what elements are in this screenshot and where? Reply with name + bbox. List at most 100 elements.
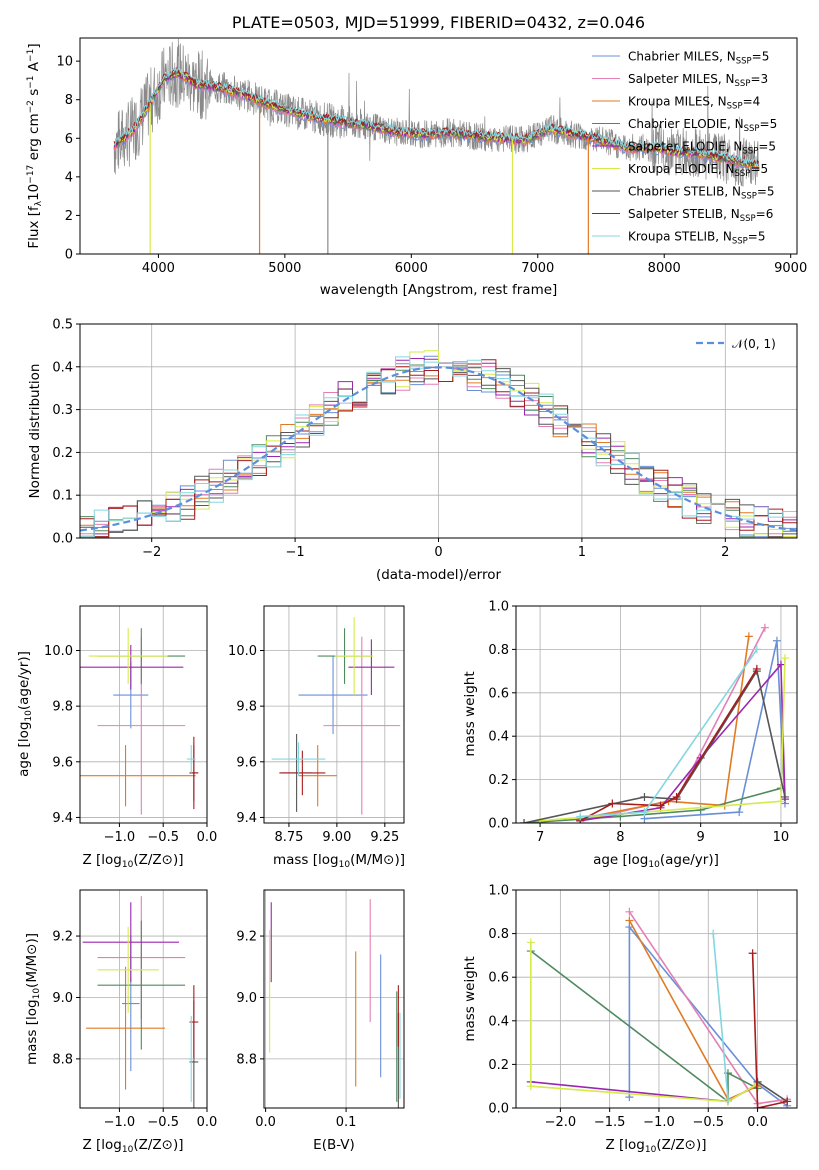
x-tick-label: 8 — [616, 830, 624, 845]
series-chabrier_elodie — [523, 787, 782, 823]
x-tick-label: −1.0 — [643, 1115, 675, 1130]
age_vs_mass-points — [271, 617, 401, 815]
y-tick-label: 0.6 — [488, 686, 509, 701]
y-tick-label: 4 — [65, 170, 73, 185]
x-axis-label: mass [log10(M/M⊙)] — [273, 852, 405, 870]
x-tick-label: −0.5 — [147, 1115, 179, 1130]
y-tick-label: 0.8 — [488, 643, 509, 658]
marker — [776, 797, 785, 806]
marker — [608, 799, 617, 808]
legend-entry: Kroupa STELIB, NSSP=5 — [628, 230, 766, 247]
y-tick-label: 9.4 — [52, 811, 73, 826]
y-axis-label: Normed distribution — [27, 364, 43, 499]
x-tick-label: 7 — [536, 830, 544, 845]
y-tick-label: 0.2 — [488, 1058, 509, 1073]
marker — [640, 808, 649, 817]
x-tick-label: −1.5 — [594, 1115, 626, 1130]
marker — [672, 792, 681, 801]
x-tick-label: 6000 — [395, 261, 428, 276]
y-tick-label: 0.1 — [52, 489, 73, 504]
series-chabrier_stelib — [523, 669, 786, 823]
y-tick-label: 0.0 — [488, 1102, 509, 1117]
x-axis-label: (data-model)/error — [376, 567, 502, 583]
mass_vs_Z-grid — [80, 890, 208, 1108]
x-tick-label: −1 — [286, 545, 305, 560]
legend-entry: Salpeter ELODIE, NSSP=5 — [628, 140, 776, 157]
x-tick-label: −1.0 — [104, 830, 136, 845]
legend-entry: Chabrier STELIB, NSSP=5 — [628, 185, 775, 202]
spectrum-series — [113, 38, 760, 254]
y-tick-label: 9.0 — [236, 991, 257, 1006]
y-tick-label: 10.0 — [228, 644, 257, 659]
series-chabrier_elodie — [530, 950, 758, 1104]
x-tick-label: −0.5 — [147, 830, 179, 845]
series-kroupa_miles — [628, 920, 758, 1101]
x-axis-label: Z [log10(Z/Z⊙)] — [82, 852, 183, 870]
mass_vs_ebv-axes: 0.0 0.1 8.8 9.0 9.2 — [236, 890, 404, 1130]
age_vs_mass-frame — [263, 605, 405, 824]
age_vs_Z-axes: −1.0 −0.5 0.0 9.4 9.6 9.8 10.0 — [44, 606, 217, 845]
x-tick-label: 0.0 — [255, 1115, 276, 1130]
x-tick-label: −2 — [142, 545, 161, 560]
legend-entry: Salpeter MILES, NSSP=3 — [628, 72, 768, 89]
legend-entry: Salpeter STELIB, NSSP=6 — [628, 207, 773, 224]
x-tick-label: 8000 — [648, 261, 681, 276]
spectrum-axes: 4000 5000 6000 7000 8000 9000 0 2 4 6 8 10 — [56, 55, 807, 276]
marker — [776, 660, 785, 669]
x-tick-label: −2.0 — [545, 1115, 577, 1130]
y-axis-label: mass weight — [462, 671, 478, 756]
marker — [576, 812, 585, 821]
y-tick-label: 0.4 — [52, 360, 73, 375]
histograms — [80, 350, 797, 538]
y-tick-label: 0.3 — [52, 403, 73, 418]
x-tick-label: 9.25 — [370, 830, 399, 845]
massweight_vs_age-grid — [516, 605, 797, 824]
marker — [735, 808, 744, 817]
y-tick-label: 0.0 — [488, 817, 509, 832]
y-tick-label: 9.2 — [52, 930, 73, 945]
chart-title: PLATE=0503, MJD=51999, FIBERID=0432, z=0… — [232, 13, 645, 32]
x-tick-label: 10 — [773, 830, 790, 845]
histogram-legend: 𝒩(0, 1) — [696, 337, 776, 351]
x-tick-label: 8.75 — [274, 830, 303, 845]
y-tick-label: 6 — [65, 132, 73, 147]
x-tick-label: 0.0 — [197, 830, 218, 845]
x-tick-label: 2 — [721, 545, 729, 560]
y-tick-label: 0.0 — [52, 532, 73, 547]
massweight_vs_age-series — [520, 623, 789, 823]
marker — [760, 623, 769, 632]
marker — [752, 645, 761, 654]
y-tick-label: 1.0 — [488, 884, 509, 899]
series-chabrier_stelib — [757, 1081, 788, 1103]
mass_vs_ebv-grid — [264, 890, 404, 1108]
y-tick-label: 0.4 — [488, 1014, 509, 1029]
x-tick-label: 0.0 — [747, 1115, 768, 1130]
series-kroupa_stelib — [580, 648, 758, 818]
y-tick-label: 10 — [56, 55, 73, 70]
mass_vs_Z-axes: −1.0 −0.5 0.0 8.8 9.0 9.2 — [52, 890, 217, 1130]
model-kroupa_stelib — [113, 66, 759, 166]
legend-entry: Chabrier ELODIE, NSSP=5 — [628, 117, 777, 134]
y-tick-label: 0 — [65, 248, 73, 263]
y-tick-label: 1.0 — [488, 600, 509, 615]
series-kroupa_miles — [580, 636, 750, 820]
legend-entry: Kroupa ELODIE, NSSP=5 — [628, 162, 768, 179]
marker — [783, 1097, 792, 1106]
x-axis-label: Z [log10(Z/Z⊙)] — [605, 1137, 706, 1155]
spectrum-legend: Chabrier MILES, NSSP=5 Salpeter MILES, NS… — [592, 50, 777, 247]
massweight_vs_Z-frame — [515, 889, 798, 1109]
marker — [709, 929, 718, 938]
x-tick-label: −0.5 — [692, 1115, 724, 1130]
x-axis-label: Z [log10(Z/Z⊙)] — [82, 1137, 183, 1155]
y-tick-label: 0.2 — [52, 446, 73, 461]
marker — [752, 664, 761, 673]
x-tick-label: 5000 — [268, 261, 301, 276]
y-tick-label: 8.8 — [236, 1052, 257, 1067]
y-tick-label: 9.6 — [52, 755, 73, 770]
marker — [625, 916, 634, 925]
mass_vs_ebv-points — [269, 899, 401, 1108]
marker — [772, 636, 781, 645]
marker — [780, 654, 789, 663]
y-tick-label: 9.6 — [236, 755, 257, 770]
y-tick-label: 9.2 — [236, 930, 257, 945]
